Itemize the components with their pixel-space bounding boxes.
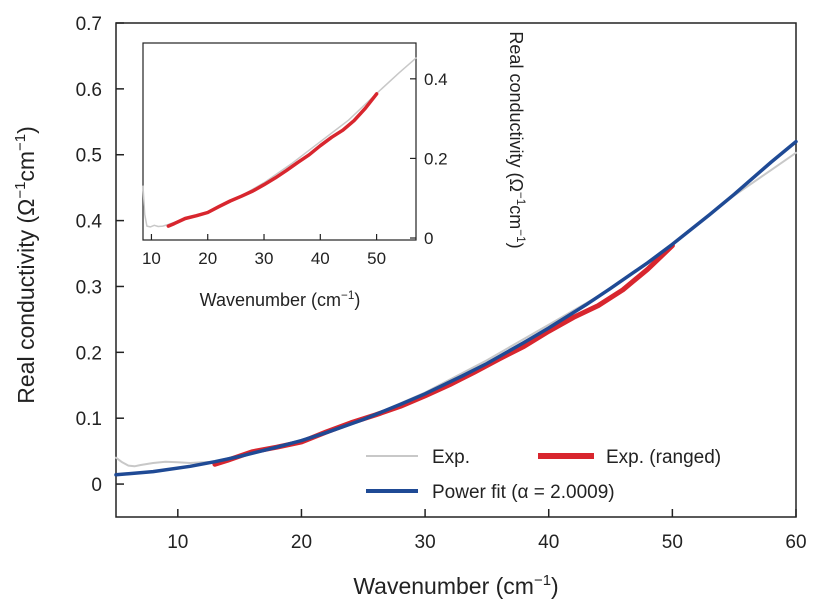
inset-y-tick-label-0: 0: [424, 229, 433, 248]
inset-x-tick-label-20: 20: [198, 249, 217, 268]
inset-series-line-2: [166, 92, 379, 228]
inset-chart: 10 20 30 40 50 0 0.2 0.4 Wavenumber (cm−1) Rea…: [142, 31, 527, 310]
legend-label-exp: Exp.: [432, 447, 470, 468]
inset-y-axis: 0 0.2 0.4: [410, 70, 448, 248]
main-y-tick-label-0-3: 0.3: [76, 277, 102, 298]
inset-x-axis: 10 20 30 40 50: [142, 234, 386, 268]
main-y-tick-label-0-4: 0.4: [76, 212, 103, 233]
main-series-line-exp-ranged: [212, 243, 675, 467]
main-y-tick-label-0-2: 0.2: [76, 343, 102, 364]
inset-y-axis-title: Real conductivity (Ω−1cm−1): [506, 31, 527, 248]
main-x-tick-label-50: 50: [662, 532, 683, 553]
main-y-tick-label-0-5: 0.5: [76, 146, 102, 167]
main-y-tick-label-0-1: 0.1: [76, 409, 102, 430]
main-x-axis-title: Wavenumber (cm−1): [353, 572, 558, 599]
main-plot-frame: [115, 22, 797, 518]
main-y-tick-label-0: 0: [91, 475, 102, 496]
legend: Exp. Exp. (ranged) Power fit (α = 2.0009…: [366, 447, 721, 503]
main-x-axis: 10 20 30 40 50 60: [167, 509, 807, 553]
inset-x-tick-label-10: 10: [142, 249, 161, 268]
inset-x-axis-title: Wavenumber (cm−1): [200, 289, 361, 310]
legend-label-exp-ranged: Exp. (ranged): [606, 447, 721, 468]
inset-series-group: [142, 57, 417, 228]
main-y-axis: 0 0.1 0.2 0.3 0.4 0.5 0.6 0.7: [76, 14, 124, 496]
inset-x-tick-label-30: 30: [255, 249, 274, 268]
main-y-tick-label-0-7: 0.7: [76, 14, 102, 35]
main-series-group: [114, 139, 798, 477]
legend-label-power-fit: Power fit (α = 2.0009): [432, 482, 615, 503]
main-y-tick-label-0-6: 0.6: [76, 80, 102, 101]
main-series-line-power-fit-2-0009: [114, 139, 798, 477]
main-x-tick-label-20: 20: [291, 532, 312, 553]
inset-y-tick-label-0-2: 0.2: [424, 149, 448, 168]
main-x-tick-label-30: 30: [415, 532, 436, 553]
inset-y-tick-label-0-4: 0.4: [424, 70, 448, 89]
main-x-tick-label-60: 60: [785, 532, 806, 553]
main-x-tick-label-40: 40: [538, 532, 559, 553]
inset-x-tick-label-50: 50: [367, 249, 386, 268]
inset-x-tick-label-40: 40: [311, 249, 330, 268]
inset-plot-frame: [142, 42, 417, 241]
main-x-tick-label-10: 10: [167, 532, 188, 553]
main-y-axis-title: Real conductivity (Ω−1cm−1): [12, 126, 39, 404]
